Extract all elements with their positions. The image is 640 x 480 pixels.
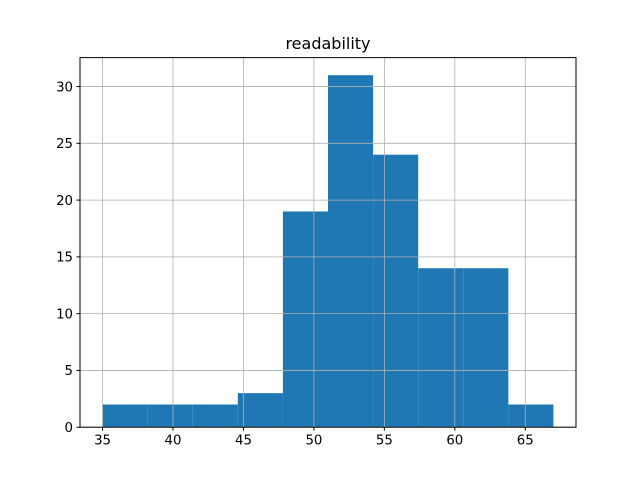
x-tick-label: 50 [305,434,322,449]
y-tick-label: 0 [65,421,73,436]
y-tick-label: 5 [65,364,73,379]
histogram-bar [192,404,238,428]
histogram-bar [418,268,464,428]
grid-layer [80,57,576,428]
x-tick-label: 40 [165,434,182,449]
axes-layer: 35 40 45 50 55 60 65 0 5 10 15 20 25 30 [56,57,577,449]
histogram-bar [102,404,148,428]
histogram-bar [373,154,419,428]
x-tick-label: 65 [517,434,534,449]
y-tick-label: 10 [56,307,73,322]
y-tick-label: 15 [56,251,73,266]
histogram-bar [508,404,554,428]
y-tick-label: 25 [56,137,73,152]
x-tick-label: 60 [446,434,463,449]
x-tick-label: 55 [376,434,393,449]
plot-border [79,57,577,428]
histogram-bar [463,268,509,428]
x-tick-label: 45 [235,434,252,449]
x-tick-label: 35 [94,434,111,449]
histogram-bar [147,404,193,428]
histogram-bar [282,211,328,428]
histogram-bar [237,393,283,428]
chart-title: readability [285,34,370,53]
bars-layer [102,75,554,428]
histogram-bar [328,75,374,428]
y-tick-label: 20 [56,194,73,209]
y-tick-label: 30 [56,80,73,95]
